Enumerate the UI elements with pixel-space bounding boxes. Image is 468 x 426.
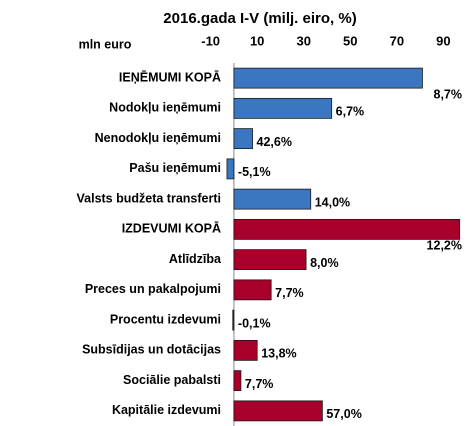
data-label: 12,2% (427, 239, 462, 253)
data-label: 42,6% (257, 135, 292, 149)
bar (233, 67, 423, 89)
x-tick-label: 90 (436, 33, 450, 48)
y-tick-label: Procentu izdevumi (110, 312, 221, 326)
chart-title: 2016.gada I-V (milj. eiro, %) (163, 10, 356, 27)
y-tick-label: Sociālie pabalsti (123, 373, 221, 387)
bar (232, 309, 235, 331)
y-tick-label: IEŅĒMUMI KOPĀ (119, 70, 221, 84)
axis-label: mln euro (79, 37, 132, 51)
bar (233, 339, 258, 361)
y-tick-label: IZDEVUMI KOPĀ (122, 222, 221, 236)
data-label: 14,0% (315, 195, 350, 209)
x-tick-label: 50 (343, 33, 357, 48)
data-label: 7,7% (275, 286, 304, 300)
bar (226, 158, 235, 180)
data-label: 6,7% (336, 105, 365, 119)
y-tick-label: Pašu ieņēmumi (129, 161, 221, 175)
y-tick-label: Nenodokļu ieņēmumi (95, 131, 221, 145)
data-label: 8,0% (310, 256, 339, 270)
y-tick-label: Kapitālie izdevumi (112, 403, 221, 417)
bar (233, 279, 272, 301)
y-tick-label: Subsīdijas un dotācijas (82, 343, 221, 357)
y-tick-label: Preces un pakalpojumi (85, 282, 221, 296)
y-tick-label: Atlīdzība (169, 252, 222, 266)
x-tick-label: 10 (250, 33, 264, 48)
x-tick-label: -10 (201, 33, 220, 48)
data-label: 8,7% (434, 87, 463, 101)
data-label: 57,0% (326, 407, 361, 421)
x-tick-label: 30 (297, 33, 311, 48)
y-tick-label: Valsts budžeta transferti (77, 191, 222, 205)
bar (233, 218, 461, 240)
bar (233, 400, 323, 422)
data-label: -5,1% (238, 165, 271, 179)
data-label: 7,7% (245, 377, 274, 391)
bar (233, 128, 253, 150)
bar (233, 188, 312, 210)
bar (233, 249, 307, 271)
y-tick-label: Nodokļu ieņēmumi (109, 101, 221, 115)
data-label: -0,1% (238, 316, 271, 330)
x-tick-label: 70 (390, 33, 404, 48)
bar (233, 97, 333, 119)
bar (233, 370, 242, 392)
data-label: 13,8% (261, 347, 296, 361)
